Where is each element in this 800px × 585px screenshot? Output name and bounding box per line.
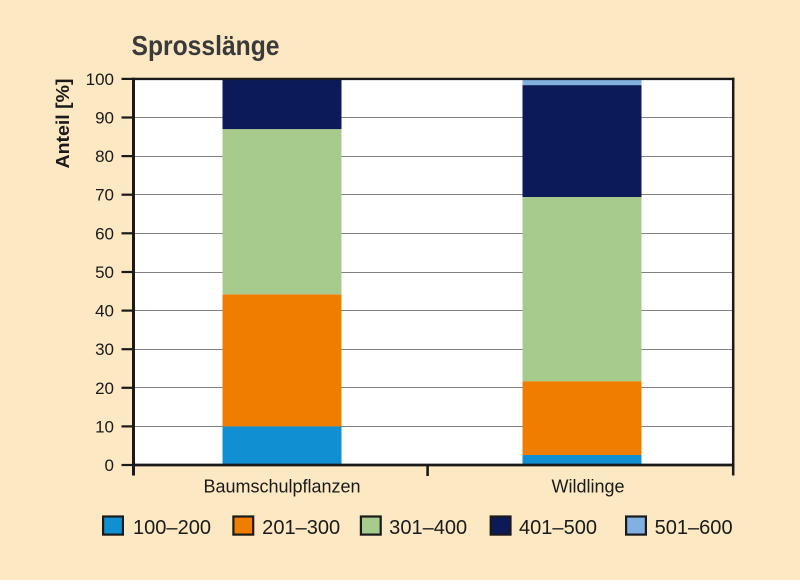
svg-text:20: 20 bbox=[95, 379, 114, 398]
svg-text:Baumschulpflanzen: Baumschulpflanzen bbox=[203, 477, 360, 497]
svg-text:0: 0 bbox=[105, 456, 114, 475]
svg-text:40: 40 bbox=[95, 302, 114, 321]
svg-text:100: 100 bbox=[86, 70, 114, 89]
svg-text:10: 10 bbox=[95, 417, 114, 436]
svg-text:80: 80 bbox=[95, 147, 114, 166]
svg-text:501–600: 501–600 bbox=[655, 517, 733, 539]
svg-text:Sprosslänge: Sprosslänge bbox=[132, 30, 280, 61]
svg-text:Anteil [%]: Anteil [%] bbox=[53, 79, 73, 169]
svg-text:30: 30 bbox=[95, 340, 114, 359]
svg-text:90: 90 bbox=[95, 109, 114, 128]
svg-text:60: 60 bbox=[95, 224, 114, 243]
svg-text:401–500: 401–500 bbox=[519, 517, 597, 539]
svg-text:100–200: 100–200 bbox=[133, 517, 211, 539]
svg-text:70: 70 bbox=[95, 186, 114, 205]
svg-text:Wildlinge: Wildlinge bbox=[551, 477, 624, 497]
svg-text:50: 50 bbox=[95, 263, 114, 282]
svg-text:301–400: 301–400 bbox=[389, 517, 467, 539]
svg-text:201–300: 201–300 bbox=[262, 517, 340, 539]
